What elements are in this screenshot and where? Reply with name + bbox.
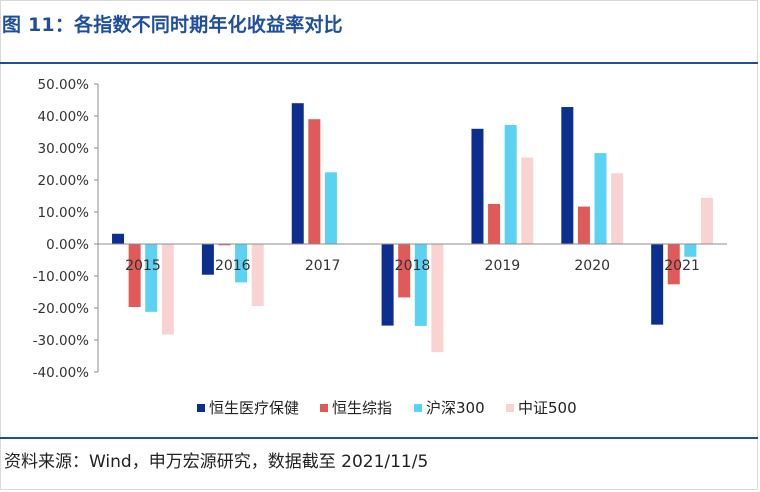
bar: [381, 244, 394, 326]
title-divider: [0, 62, 758, 64]
legend-swatch: [320, 404, 328, 412]
bar: [291, 103, 304, 244]
bar: [161, 244, 174, 335]
y-tick-label: 30.00%: [38, 141, 90, 157]
bar: [504, 124, 517, 244]
x-tick-label: 2020: [574, 258, 610, 274]
bar: [112, 233, 125, 244]
legend-label: 沪深300: [426, 399, 485, 417]
bar: [128, 244, 141, 308]
y-tick-label: 50.00%: [38, 77, 90, 93]
y-tick-label: 0.00%: [46, 237, 89, 253]
bar: [308, 119, 321, 244]
bar: [521, 157, 534, 244]
y-tick-label: -20.00%: [33, 301, 90, 317]
figure-title: 图 11：各指数不同时期年化收益率对比: [2, 14, 343, 36]
bar: [594, 153, 607, 244]
x-tick-label: 2018: [395, 258, 431, 274]
bar: [398, 244, 411, 298]
y-tick-label: -30.00%: [33, 333, 90, 349]
y-tick-label: 10.00%: [38, 205, 90, 221]
legend-swatch: [506, 404, 514, 412]
y-tick-label: 40.00%: [38, 109, 90, 125]
x-tick-label: 2021: [664, 258, 700, 274]
source-note: 资料来源：Wind，申万宏源研究，数据截至 2021/11/5: [4, 452, 429, 472]
bar: [667, 244, 680, 285]
legend-label: 恒生综指: [332, 399, 392, 417]
bar: [235, 244, 248, 283]
bar: [577, 206, 590, 244]
x-tick-label: 2017: [305, 258, 341, 274]
legend-swatch: [414, 404, 422, 412]
y-tick-label: -40.00%: [33, 365, 90, 381]
bar: [561, 107, 574, 244]
bar: [431, 244, 444, 353]
bar: [700, 197, 713, 244]
bar: [145, 244, 158, 312]
bar: [471, 128, 484, 244]
source-divider: [0, 437, 758, 439]
bar: [201, 244, 214, 275]
bar-chart: 50.00% 40.00% 30.00% 20.00% 10.00% 0.00% -10.0…: [33, 77, 727, 417]
legend-swatch: [197, 404, 205, 412]
bar: [488, 204, 501, 244]
bar: [684, 244, 697, 257]
bar: [414, 244, 427, 326]
legend-label: 恒生医疗保健: [209, 399, 299, 417]
bar: [611, 173, 624, 244]
bar: [324, 172, 337, 244]
x-tick-label: 2019: [485, 258, 521, 274]
legend-label: 中证500: [518, 399, 577, 417]
bar: [251, 244, 264, 307]
y-tick-label: -10.00%: [33, 269, 90, 285]
y-tick-label: 20.00%: [38, 173, 90, 189]
bar: [218, 244, 231, 246]
x-tick-label: 2015: [125, 258, 161, 274]
bar: [651, 244, 664, 325]
x-tick-label: 2016: [215, 258, 251, 274]
